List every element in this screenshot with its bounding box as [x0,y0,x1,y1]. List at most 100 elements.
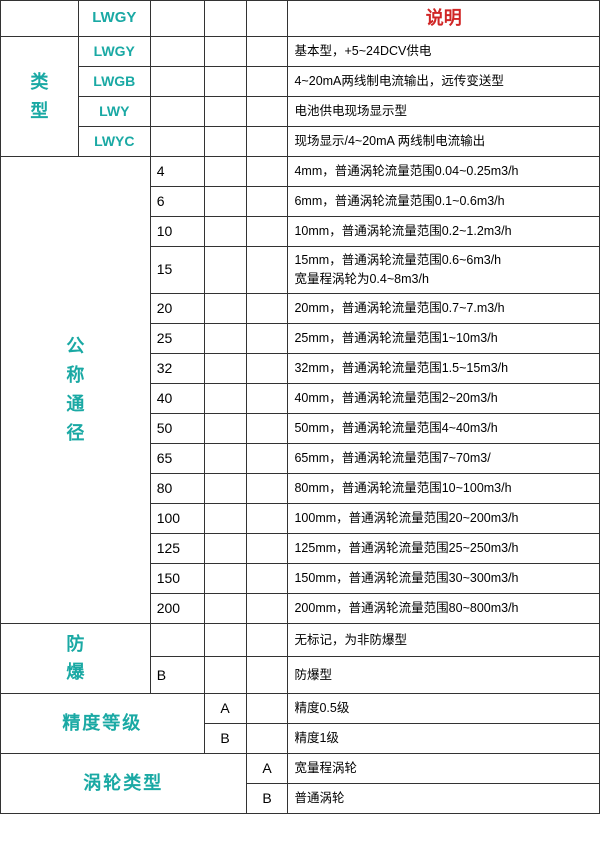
diameter-num: 65 [150,443,204,473]
explosion-label-char: 爆 [3,658,148,687]
diameter-label: 公 称 通 径 [1,157,151,624]
type-code: LWGB [78,67,150,97]
empty-cell [246,37,288,67]
diameter-label-char: 径 [3,419,148,448]
diameter-num: 50 [150,413,204,443]
header-empty [1,1,79,37]
diameter-num: 15 [150,247,204,294]
spec-table: LWGY 说明 类 型 LWGY 基本型，+5~24DCV供电 LWGB 4~2… [0,0,600,814]
diameter-row: 公 称 通 径 4 4mm，普通涡轮流量范围0.04~0.25m3/h [1,157,600,187]
empty-cell [204,413,246,443]
diameter-desc: 100mm，普通涡轮流量范围20~200m3/h [288,503,600,533]
empty-cell [246,724,288,754]
empty-cell [204,623,246,657]
diameter-num: 200 [150,593,204,623]
diameter-desc: 80mm，普通涡轮流量范围10~100m3/h [288,473,600,503]
empty-cell [150,37,204,67]
type-label-char: 类 [3,68,76,97]
header-empty-c5 [246,1,288,37]
empty-cell [246,657,288,694]
diameter-desc: 125mm，普通涡轮流量范围25~250m3/h [288,533,600,563]
type-row: LWGB 4~20mA两线制电流输出，远传变送型 [1,67,600,97]
empty-cell [246,217,288,247]
diameter-num: 125 [150,533,204,563]
diameter-num: 10 [150,217,204,247]
header-code: LWGY [78,1,150,37]
spec-table-container: LWGY 说明 类 型 LWGY 基本型，+5~24DCV供电 LWGB 4~2… [0,0,600,814]
explosion-label: 防 爆 [1,623,151,694]
type-label-char: 型 [3,97,76,126]
explosion-code [150,623,204,657]
empty-cell [246,694,288,724]
diameter-label-char: 称 [3,361,148,390]
diameter-desc: 6mm，普通涡轮流量范围0.1~0.6m3/h [288,187,600,217]
type-label: 类 型 [1,37,79,157]
type-desc: 4~20mA两线制电流输出，远传变送型 [288,67,600,97]
diameter-num: 100 [150,503,204,533]
empty-cell [204,67,246,97]
diameter-label-char: 公 [3,332,148,361]
diameter-desc: 40mm，普通涡轮流量范围2~20m3/h [288,383,600,413]
empty-cell [246,67,288,97]
empty-cell [246,187,288,217]
explosion-code: B [150,657,204,694]
empty-cell [204,247,246,294]
diameter-desc: 65mm，普通涡轮流量范围7~70m3/ [288,443,600,473]
empty-cell [246,383,288,413]
type-code: LWYC [78,127,150,157]
empty-cell [204,533,246,563]
turbine-row: 涡轮类型 A 宽量程涡轮 [1,754,600,784]
diameter-num: 80 [150,473,204,503]
empty-cell [246,473,288,503]
type-row: LWYC 现场显示/4~20mA 两线制电流输出 [1,127,600,157]
type-row: LWY 电池供电现场显示型 [1,97,600,127]
diameter-num: 40 [150,383,204,413]
diameter-desc: 150mm，普通涡轮流量范围30~300m3/h [288,563,600,593]
empty-cell [246,157,288,187]
diameter-label-char: 通 [3,390,148,419]
empty-cell [150,97,204,127]
empty-cell [204,443,246,473]
diameter-num: 25 [150,323,204,353]
empty-cell [204,97,246,127]
empty-cell [204,383,246,413]
explosion-desc: 无标记，为非防爆型 [288,623,600,657]
empty-cell [150,67,204,97]
explosion-desc: 防爆型 [288,657,600,694]
diameter-num: 20 [150,293,204,323]
precision-code: A [204,694,246,724]
empty-cell [204,127,246,157]
precision-row: 精度等级 A 精度0.5级 [1,694,600,724]
empty-cell [204,353,246,383]
explosion-row: 防 爆 无标记，为非防爆型 [1,623,600,657]
empty-cell [246,623,288,657]
diameter-desc: 200mm，普通涡轮流量范围80~800m3/h [288,593,600,623]
type-desc: 基本型，+5~24DCV供电 [288,37,600,67]
type-row: 类 型 LWGY 基本型，+5~24DCV供电 [1,37,600,67]
empty-cell [204,657,246,694]
empty-cell [204,187,246,217]
type-desc: 现场显示/4~20mA 两线制电流输出 [288,127,600,157]
header-empty-c3 [150,1,204,37]
diameter-desc: 15mm，普通涡轮流量范围0.6~6m3/h 宽量程涡轮为0.4~8m3/h [288,247,600,294]
empty-cell [246,443,288,473]
diameter-num: 32 [150,353,204,383]
type-desc: 电池供电现场显示型 [288,97,600,127]
empty-cell [204,593,246,623]
empty-cell [246,97,288,127]
diameter-desc: 25mm，普通涡轮流量范围1~10m3/h [288,323,600,353]
empty-cell [204,323,246,353]
explosion-label-char: 防 [3,630,148,659]
empty-cell [204,563,246,593]
empty-cell [246,353,288,383]
empty-cell [204,217,246,247]
precision-desc: 精度1级 [288,724,600,754]
header-empty-c4 [204,1,246,37]
diameter-desc: 32mm，普通涡轮流量范围1.5~15m3/h [288,353,600,383]
turbine-code: A [246,754,288,784]
diameter-num: 4 [150,157,204,187]
empty-cell [246,127,288,157]
precision-desc: 精度0.5级 [288,694,600,724]
diameter-desc: 10mm，普通涡轮流量范围0.2~1.2m3/h [288,217,600,247]
empty-cell [246,503,288,533]
